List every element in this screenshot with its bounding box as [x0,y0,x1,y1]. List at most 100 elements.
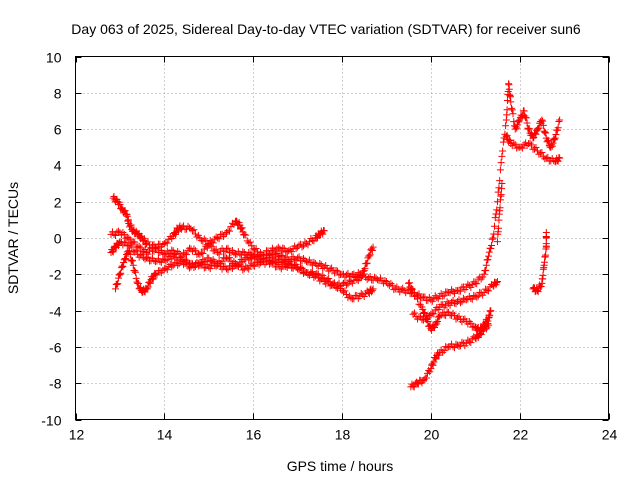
data-point [137,244,145,252]
data-point [544,136,552,144]
data-point [252,245,260,253]
data-point [224,266,232,274]
y-tick-label: 8 [54,86,62,102]
data-point [368,286,376,294]
data-point [544,153,552,161]
data-point [180,249,188,257]
data-point [117,269,125,277]
data-point [539,271,547,279]
data-point [551,134,559,142]
data-point [432,355,440,363]
data-point [215,250,223,258]
data-point [319,230,327,238]
data-point [224,244,232,252]
data-point [153,271,161,279]
data-point [477,331,485,339]
data-point [502,122,510,130]
data-point [436,312,444,320]
data-point [144,283,152,291]
data-point [363,259,371,267]
data-point [125,234,133,242]
data-point [265,260,273,268]
data-point [428,360,436,368]
data-point [503,96,511,104]
data-point [232,217,240,225]
data-point [525,125,533,133]
data-point [485,321,493,329]
data-point [129,257,137,265]
data-point [115,271,123,279]
data-point [228,219,236,227]
data-point [487,307,495,315]
data-point [325,278,333,286]
x-tick-label: 18 [335,427,351,443]
data-point [363,275,371,283]
chart-title: Day 063 of 2025, Sidereal Day-to-day VTE… [71,21,581,37]
data-point [506,137,514,145]
data-point [326,265,334,273]
data-point [470,291,478,299]
data-point [549,139,557,147]
data-point [295,266,303,274]
data-point [538,116,546,124]
series-track-e [405,279,495,335]
data-point [412,291,420,299]
data-point [359,291,367,299]
data-point [134,243,142,251]
data-point [297,264,305,272]
data-point [550,135,558,143]
data-point [420,309,428,317]
data-point [193,233,201,241]
data-point [482,266,490,274]
data-point [160,265,168,273]
data-point [114,274,122,282]
data-point [488,235,496,243]
data-point [542,154,550,162]
data-point [467,283,475,291]
data-point [408,284,416,292]
data-point [453,341,461,349]
data-point [291,255,299,263]
x-tick-label: 20 [424,427,440,443]
data-point [433,294,441,302]
data-point [111,231,119,239]
data-point [497,159,505,167]
data-point [473,280,481,288]
data-point [141,245,149,253]
data-point [556,154,564,162]
data-point [502,132,510,140]
data-point [533,147,541,155]
y-tick-label: 2 [54,195,62,211]
data-point [455,342,463,350]
data-point [473,293,481,301]
data-point [496,204,504,212]
data-point [530,145,538,153]
data-point [424,296,432,304]
data-point [446,301,454,309]
data-point [510,139,518,147]
data-point [240,230,248,238]
data-point [520,141,528,149]
data-point [214,249,222,257]
data-point [122,238,130,246]
data-point [456,299,464,307]
data-point [519,144,527,152]
data-point [422,374,430,382]
data-point [415,290,423,298]
data-point [246,238,254,246]
series-track-h [493,131,564,296]
data-point [323,277,331,285]
data-point [487,245,495,253]
data-point [127,256,135,264]
y-tick-label: -4 [49,304,62,320]
data-point [245,265,253,273]
data-point [215,235,223,243]
data-point [149,275,157,283]
series-track-g [407,320,493,391]
data-point [381,277,389,285]
data-point [295,241,303,249]
data-point [409,288,417,296]
data-point [270,246,278,254]
data-point [490,222,498,230]
data-point [369,285,377,293]
